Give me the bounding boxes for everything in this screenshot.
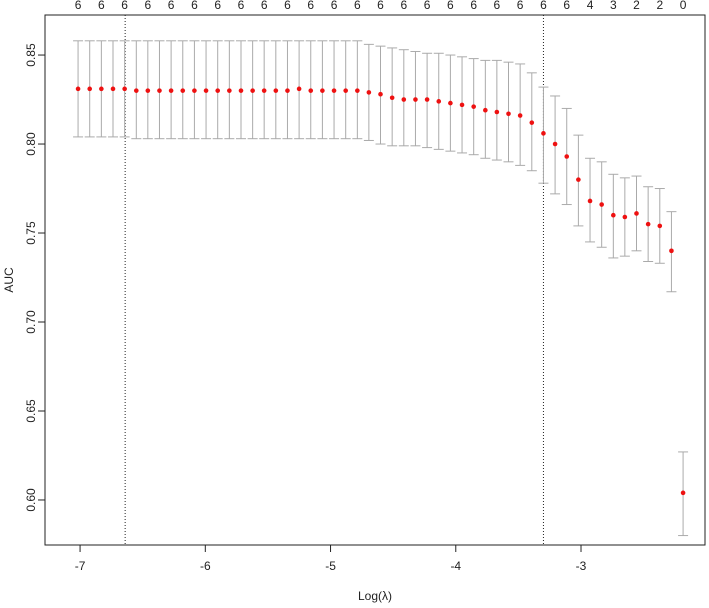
point <box>296 86 302 92</box>
point <box>669 248 674 254</box>
point <box>459 102 465 108</box>
top-label: 6 <box>331 0 338 12</box>
top-label: 6 <box>517 0 524 12</box>
top-label: 6 <box>191 0 198 12</box>
top-label: 4 <box>587 0 594 12</box>
point <box>378 91 383 97</box>
point <box>227 88 232 93</box>
point <box>203 88 209 93</box>
x-tick-label: -3 <box>576 559 587 573</box>
top-label: 6 <box>261 0 268 12</box>
point <box>564 154 570 159</box>
top-label: 6 <box>494 0 501 12</box>
x-tick-label: -4 <box>450 559 461 573</box>
top-label: 6 <box>400 0 407 12</box>
top-label: 0 <box>680 0 687 12</box>
point <box>622 214 628 220</box>
top-label: 2 <box>656 0 663 12</box>
plot-frame <box>44 14 706 546</box>
point <box>192 88 197 93</box>
top-label: 6 <box>540 0 547 12</box>
point <box>273 88 279 93</box>
point <box>168 88 174 93</box>
point <box>413 97 418 102</box>
point <box>320 88 325 93</box>
point <box>389 95 395 101</box>
point <box>110 86 116 92</box>
point <box>483 107 488 113</box>
top-label: 6 <box>75 0 82 12</box>
point <box>576 177 581 182</box>
point <box>180 88 186 93</box>
top-label: 6 <box>284 0 291 12</box>
top-label: 6 <box>121 0 128 12</box>
point <box>634 211 639 216</box>
top-label: 6 <box>354 0 361 12</box>
y-tick-label: 0.60 <box>24 488 38 512</box>
point <box>261 88 267 93</box>
point <box>680 490 686 496</box>
point <box>529 120 535 125</box>
point <box>133 88 139 93</box>
top-label: 6 <box>424 0 431 12</box>
y-axis-label: AUC <box>2 267 16 293</box>
point <box>401 97 407 102</box>
point <box>250 88 255 93</box>
top-label: 6 <box>470 0 477 12</box>
point <box>541 131 546 136</box>
point <box>517 113 523 118</box>
point <box>448 100 453 106</box>
point <box>99 86 104 92</box>
top-label: 6 <box>98 0 105 12</box>
point <box>366 90 372 95</box>
point <box>436 99 442 104</box>
top-label: 2 <box>633 0 640 12</box>
point <box>157 88 162 93</box>
x-tick-label: -6 <box>200 559 211 573</box>
y-tick-label: 0.70 <box>24 310 38 334</box>
point <box>343 88 348 93</box>
top-label: 6 <box>214 0 221 12</box>
point <box>645 221 651 227</box>
point <box>308 88 314 93</box>
y-tick-label: 0.65 <box>24 399 38 423</box>
y-tick-label: 0.80 <box>24 132 38 156</box>
top-label: 6 <box>238 0 245 12</box>
y-tick-label: 0.85 <box>24 43 38 67</box>
point <box>506 111 511 117</box>
point <box>355 88 360 93</box>
x-tick-label: -5 <box>325 559 336 573</box>
x-axis-label: Log(λ) <box>358 589 392 603</box>
top-label: 3 <box>610 0 617 12</box>
top-label: 6 <box>307 0 314 12</box>
y-tick-label: 0.75 <box>24 221 38 245</box>
point <box>599 202 604 207</box>
point <box>611 212 616 218</box>
point <box>424 97 430 102</box>
top-label: 6 <box>168 0 175 12</box>
point <box>238 88 244 93</box>
point <box>494 109 500 115</box>
point <box>75 86 81 92</box>
point <box>657 223 663 229</box>
point <box>471 104 476 109</box>
top-label: 6 <box>563 0 570 12</box>
point <box>587 198 593 204</box>
point <box>122 86 127 92</box>
point <box>331 88 337 93</box>
point <box>552 141 558 147</box>
point <box>285 88 290 93</box>
x-tick-label: -7 <box>75 559 86 573</box>
point <box>87 86 93 92</box>
point <box>215 88 221 93</box>
top-label: 6 <box>144 0 151 12</box>
top-label: 6 <box>377 0 384 12</box>
point <box>145 88 151 93</box>
top-label: 6 <box>447 0 454 12</box>
